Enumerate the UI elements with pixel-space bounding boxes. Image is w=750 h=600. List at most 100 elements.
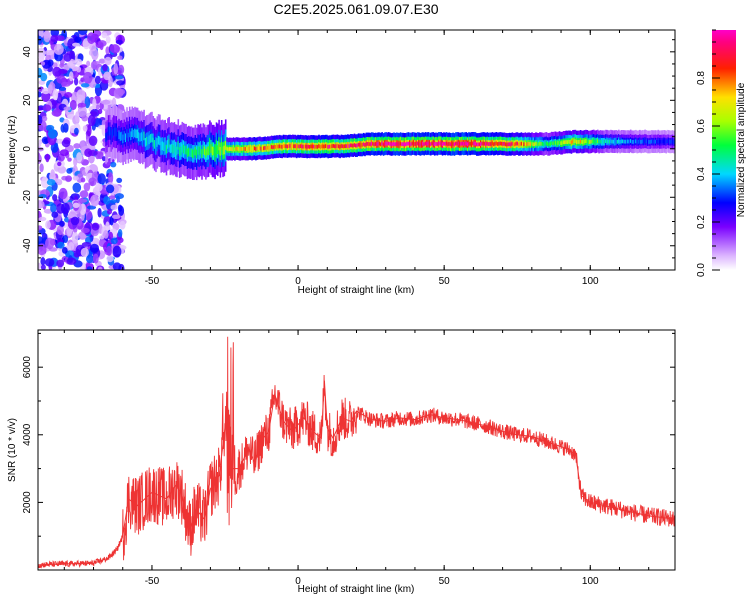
noise-speckle	[56, 225, 64, 236]
ridge-cell	[239, 147, 241, 152]
ridge-cell	[493, 142, 495, 147]
noise-speckle	[110, 44, 120, 54]
ridge-cell	[528, 141, 531, 146]
ridge-cell	[455, 141, 457, 146]
ridge-cell	[641, 139, 644, 144]
ridge-cell	[585, 139, 587, 143]
ridge-cell	[544, 141, 546, 146]
noise-speckle	[63, 235, 69, 243]
ridge-cell	[523, 142, 525, 147]
ridge-cell	[214, 148, 216, 158]
ridge-cell	[243, 146, 245, 151]
noise-speckle	[65, 175, 72, 182]
noise-speckle	[87, 150, 98, 156]
ridge-cell	[313, 144, 315, 149]
noise-speckle	[108, 172, 114, 185]
ridge-cell	[587, 140, 590, 144]
ridge-cell	[439, 141, 441, 146]
ridge-cell	[311, 144, 314, 149]
noise-speckle	[117, 204, 123, 212]
ridge-cell	[643, 139, 645, 144]
ridge-cell	[497, 142, 499, 146]
ridge-cell	[347, 143, 349, 148]
noise-speckle	[101, 32, 108, 39]
noise-speckle	[110, 199, 118, 204]
noise-speckle	[68, 71, 74, 82]
ridge-cell	[326, 144, 328, 148]
noise-speckle	[83, 71, 93, 84]
ridge-cell	[244, 147, 247, 151]
ridge-cell	[594, 140, 596, 144]
noise-speckle	[44, 258, 55, 267]
ridge-cell	[114, 127, 116, 137]
ridge-cell	[195, 149, 198, 159]
noise-speckle	[109, 215, 114, 226]
ridge-cell	[222, 146, 224, 156]
noise-speckle	[97, 108, 103, 115]
noise-speckle	[71, 232, 79, 244]
ridge-cell	[309, 145, 311, 149]
ridge-cell	[291, 144, 294, 148]
ridge-cell	[202, 145, 205, 154]
snr-axes: -50 0 50 100 2000 4000 6000	[22, 330, 675, 587]
noise-speckle	[113, 63, 119, 75]
snr-y-tick-label: 2000	[22, 491, 33, 514]
ridge-cell	[435, 142, 437, 146]
noise-speckle	[74, 36, 82, 43]
ridge-cell	[160, 142, 162, 151]
ridge-cell	[290, 144, 293, 149]
snr-x-axis-label: Height of straight line (km)	[298, 584, 415, 595]
ridge-cell	[111, 129, 114, 138]
ridge-cell	[181, 143, 184, 153]
noise-speckle	[94, 75, 101, 85]
ridge-cell	[184, 145, 186, 155]
ridge-cell	[470, 141, 473, 146]
ridge-cell	[428, 142, 431, 146]
spectrogram-y-tick-label: -20	[22, 190, 33, 205]
ridge-cell	[249, 146, 252, 151]
ridge-cell	[635, 139, 637, 144]
ridge-cell	[599, 139, 602, 144]
ridge-cell	[301, 144, 303, 149]
ridge-cell	[185, 145, 187, 155]
ridge-cell	[343, 144, 345, 149]
noise-speckle	[38, 225, 43, 231]
ridge-cell	[138, 132, 140, 141]
noise-speckle	[97, 207, 102, 218]
ridge-cell	[106, 131, 109, 141]
ridge-cell	[614, 139, 616, 144]
ridge-cell	[520, 141, 523, 146]
ridge-cell	[556, 141, 558, 146]
noise-speckle	[61, 81, 71, 87]
noise-speckle	[87, 32, 96, 44]
ridge-cell	[472, 141, 474, 146]
ridge-cell	[393, 141, 395, 146]
noise-speckle	[76, 89, 86, 101]
ridge-cell	[547, 142, 549, 147]
ridge-cell	[232, 146, 235, 151]
colorbar-label: Normalized spectral amplitude	[736, 82, 747, 217]
ridge-cell	[598, 140, 600, 144]
ridge-cell	[607, 139, 610, 144]
ridge-cell	[427, 141, 429, 146]
ridge-cell	[234, 147, 236, 152]
noise-speckle	[59, 149, 69, 157]
ridge-cell	[593, 139, 595, 143]
noise-speckle	[112, 245, 122, 258]
snr-panel: -50 0 50 100 2000 4000 6000 Height of straight…	[7, 329, 676, 595]
ridge-cell	[285, 144, 287, 149]
ridge-cell	[476, 142, 478, 147]
noise-speckle	[51, 211, 59, 218]
colorbar-tick-label: 0.8	[696, 71, 707, 85]
noise-speckle	[115, 88, 126, 96]
ridge-cell	[551, 141, 553, 145]
noise-speckle	[59, 220, 65, 227]
ridge-cell	[552, 141, 554, 146]
ridge-cell	[526, 142, 528, 147]
ridge-cell	[205, 149, 207, 158]
ridge-cell	[344, 144, 347, 148]
noise-speckle	[91, 48, 99, 61]
noise-speckle	[40, 72, 48, 82]
ridge-cell	[666, 139, 669, 144]
ridge-cell	[143, 131, 145, 141]
